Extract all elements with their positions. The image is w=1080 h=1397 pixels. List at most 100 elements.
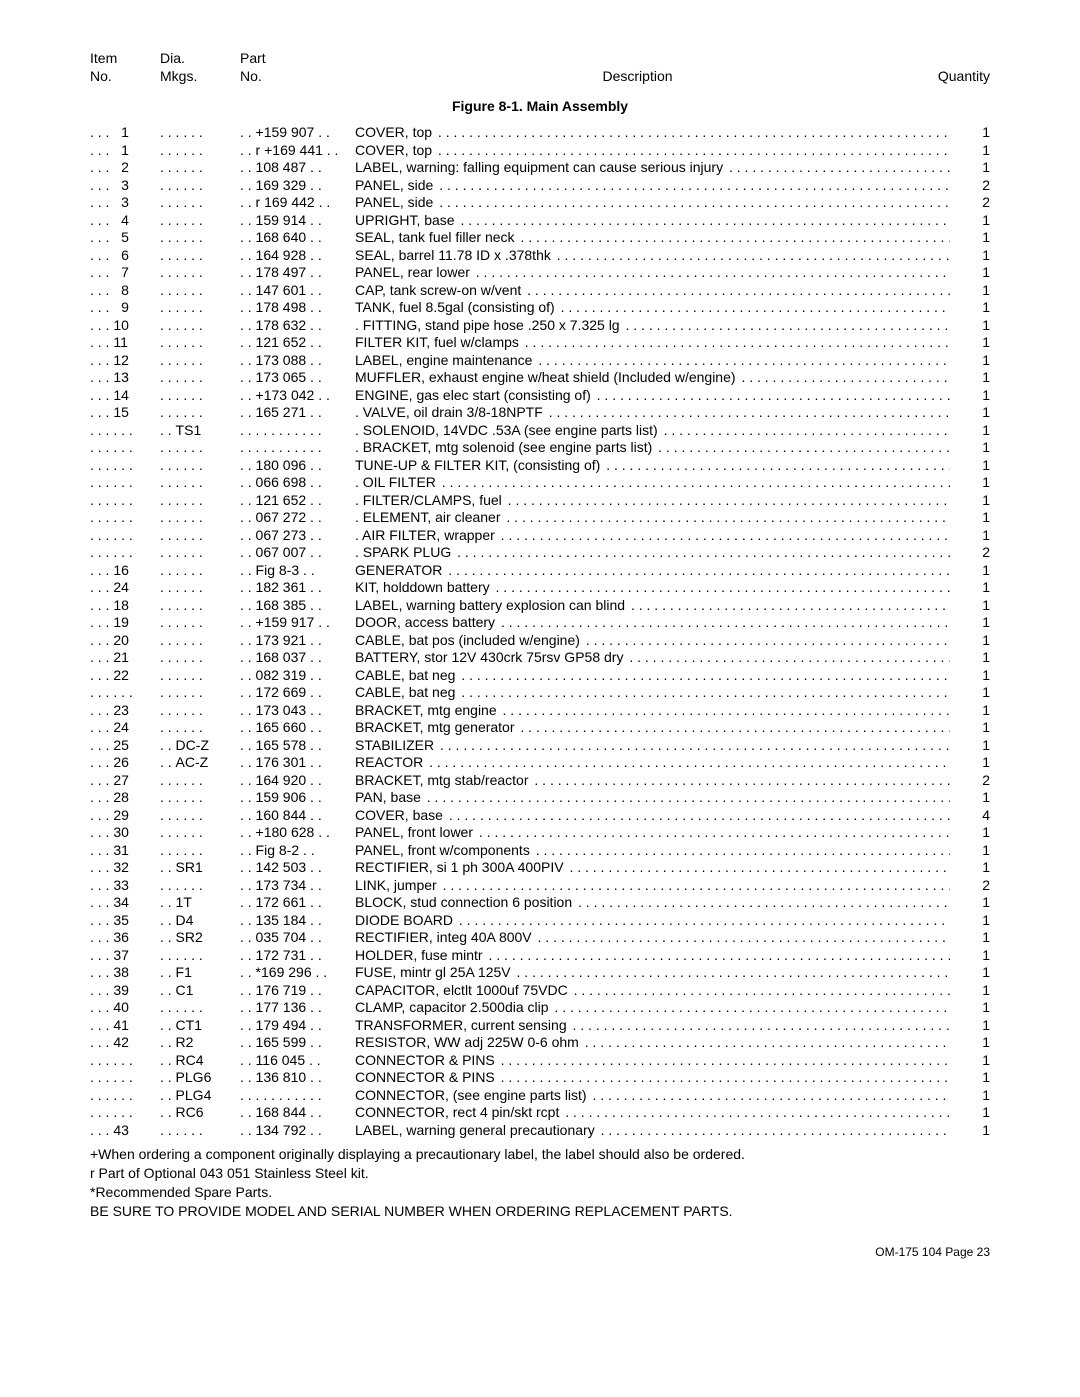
part-no: . . 142 503 . . bbox=[240, 859, 355, 877]
table-row: . . . . . .. . RC4. . 116 045 . .CONNECT… bbox=[90, 1052, 990, 1070]
table-row: . . . 19. . . . . .. . +159 917 . .DOOR,… bbox=[90, 614, 990, 632]
item-no: . . . . . . bbox=[90, 1052, 160, 1070]
description: DIODE BOARD bbox=[355, 912, 950, 930]
dia-mkgs: . . . . . . bbox=[160, 947, 240, 965]
item-no: . . . 24 bbox=[90, 579, 160, 597]
quantity: 1 bbox=[950, 649, 990, 667]
description: PAN, base bbox=[355, 789, 950, 807]
item-no: . . . 11 bbox=[90, 334, 160, 352]
description: BRACKET, mtg stab/reactor bbox=[355, 772, 950, 790]
description: PANEL, side bbox=[355, 177, 950, 195]
quantity: 1 bbox=[950, 702, 990, 720]
quantity: 1 bbox=[950, 439, 990, 457]
quantity: 1 bbox=[950, 894, 990, 912]
dia-mkgs: . . . . . . bbox=[160, 124, 240, 142]
description: CONNECTOR & PINS bbox=[355, 1069, 950, 1087]
header-part-1: Part bbox=[240, 50, 355, 66]
table-row: . . . . . .. . . . . .. . 172 669 . .CAB… bbox=[90, 684, 990, 702]
item-no: . . . 1 bbox=[90, 124, 160, 142]
item-no: . . . 7 bbox=[90, 264, 160, 282]
item-no: . . . 15 bbox=[90, 404, 160, 422]
quantity: 2 bbox=[950, 194, 990, 212]
table-row: . . . 21. . . . . .. . 168 037 . .BATTER… bbox=[90, 649, 990, 667]
dia-mkgs: . . 1T bbox=[160, 894, 240, 912]
quantity: 1 bbox=[950, 422, 990, 440]
part-no: . . 176 719 . . bbox=[240, 982, 355, 1000]
table-row: . . . 42. . R2. . 165 599 . .RESISTOR, W… bbox=[90, 1034, 990, 1052]
quantity: 1 bbox=[950, 1122, 990, 1140]
description: GENERATOR bbox=[355, 562, 950, 580]
table-row: . . . 40. . . . . .. . 177 136 . .CLAMP,… bbox=[90, 999, 990, 1017]
description: STABILIZER bbox=[355, 737, 950, 755]
part-no: . . 159 906 . . bbox=[240, 789, 355, 807]
part-no: . . 121 652 . . bbox=[240, 334, 355, 352]
part-no: . . Fig 8-2 . . bbox=[240, 842, 355, 860]
header-item-2: No. bbox=[90, 68, 160, 84]
table-row: . . . 22. . . . . .. . 082 319 . .CABLE,… bbox=[90, 667, 990, 685]
dia-mkgs: . . . . . . bbox=[160, 789, 240, 807]
description: LABEL, warning general precautionary bbox=[355, 1122, 950, 1140]
description: FILTER KIT, fuel w/clamps bbox=[355, 334, 950, 352]
quantity: 1 bbox=[950, 142, 990, 160]
dia-mkgs: . . . . . . bbox=[160, 614, 240, 632]
table-row: . . . . . .. . . . . .. . . . . . . . . … bbox=[90, 439, 990, 457]
table-row: . . . 23. . . . . .. . 173 043 . .BRACKE… bbox=[90, 702, 990, 720]
dia-mkgs: . . RC6 bbox=[160, 1104, 240, 1122]
description: CAP, tank screw-on w/vent bbox=[355, 282, 950, 300]
quantity: 1 bbox=[950, 842, 990, 860]
table-row: . . . 8. . . . . .. . 147 601 . .CAP, ta… bbox=[90, 282, 990, 300]
quantity: 1 bbox=[950, 579, 990, 597]
description: LABEL, engine maintenance bbox=[355, 352, 950, 370]
dia-mkgs: . . . . . . bbox=[160, 159, 240, 177]
part-no: . . 178 497 . . bbox=[240, 264, 355, 282]
item-no: . . . 31 bbox=[90, 842, 160, 860]
dia-mkgs: . . . . . . bbox=[160, 842, 240, 860]
table-row: . . . 4. . . . . .. . 159 914 . .UPRIGHT… bbox=[90, 212, 990, 230]
item-no: . . . 40 bbox=[90, 999, 160, 1017]
table-row: . . . 38. . F1. . *169 296 . .FUSE, mint… bbox=[90, 964, 990, 982]
item-no: . . . 34 bbox=[90, 894, 160, 912]
item-no: . . . . . . bbox=[90, 492, 160, 510]
table-row: . . . 28. . . . . .. . 159 906 . .PAN, b… bbox=[90, 789, 990, 807]
part-no: . . 164 928 . . bbox=[240, 247, 355, 265]
item-no: . . . . . . bbox=[90, 422, 160, 440]
description: CONNECTOR, rect 4 pin/skt rcpt bbox=[355, 1104, 950, 1122]
table-row: . . . 36. . SR2. . 035 704 . .RECTIFIER,… bbox=[90, 929, 990, 947]
dia-mkgs: . . . . . . bbox=[160, 247, 240, 265]
header-row-2: No. Mkgs. No. Description Quantity bbox=[90, 68, 990, 84]
description: MUFFLER, exhaust engine w/heat shield (I… bbox=[355, 369, 950, 387]
item-no: . . . 43 bbox=[90, 1122, 160, 1140]
table-row: . . . 39. . C1. . 176 719 . .CAPACITOR, … bbox=[90, 982, 990, 1000]
figure-title: Figure 8-1. Main Assembly bbox=[90, 98, 990, 114]
quantity: 2 bbox=[950, 544, 990, 562]
item-no: . . . . . . bbox=[90, 544, 160, 562]
quantity: 1 bbox=[950, 789, 990, 807]
quantity: 1 bbox=[950, 614, 990, 632]
quantity: 1 bbox=[950, 124, 990, 142]
part-no: . . 172 661 . . bbox=[240, 894, 355, 912]
description: LABEL, warning battery explosion can bli… bbox=[355, 597, 950, 615]
dia-mkgs: . . . . . . bbox=[160, 369, 240, 387]
item-no: . . . . . . bbox=[90, 474, 160, 492]
dia-mkgs: . . . . . . bbox=[160, 527, 240, 545]
dia-mkgs: . . C1 bbox=[160, 982, 240, 1000]
table-row: . . . 34. . 1T. . 172 661 . .BLOCK, stud… bbox=[90, 894, 990, 912]
header-desc: Description bbox=[355, 68, 920, 84]
note-line: r Part of Optional 043 051 Stainless Ste… bbox=[90, 1164, 990, 1183]
dia-mkgs: . . . . . . bbox=[160, 352, 240, 370]
quantity: 1 bbox=[950, 1069, 990, 1087]
quantity: 1 bbox=[950, 912, 990, 930]
part-no: . . 066 698 . . bbox=[240, 474, 355, 492]
table-row: . . . 11. . . . . .. . 121 652 . .FILTER… bbox=[90, 334, 990, 352]
table-row: . . . . . .. . . . . .. . 121 652 . .. F… bbox=[90, 492, 990, 510]
part-no: . . 178 632 . . bbox=[240, 317, 355, 335]
dia-mkgs: . . RC4 bbox=[160, 1052, 240, 1070]
header-qty-blank bbox=[920, 50, 990, 66]
table-row: . . . . . .. . PLG4. . . . . . . . . . .… bbox=[90, 1087, 990, 1105]
dia-mkgs: . . . . . . bbox=[160, 387, 240, 405]
item-no: . . . . . . bbox=[90, 684, 160, 702]
part-no: . . 172 669 . . bbox=[240, 684, 355, 702]
quantity: 1 bbox=[950, 509, 990, 527]
quantity: 1 bbox=[950, 859, 990, 877]
header-item-1: Item bbox=[90, 50, 160, 66]
